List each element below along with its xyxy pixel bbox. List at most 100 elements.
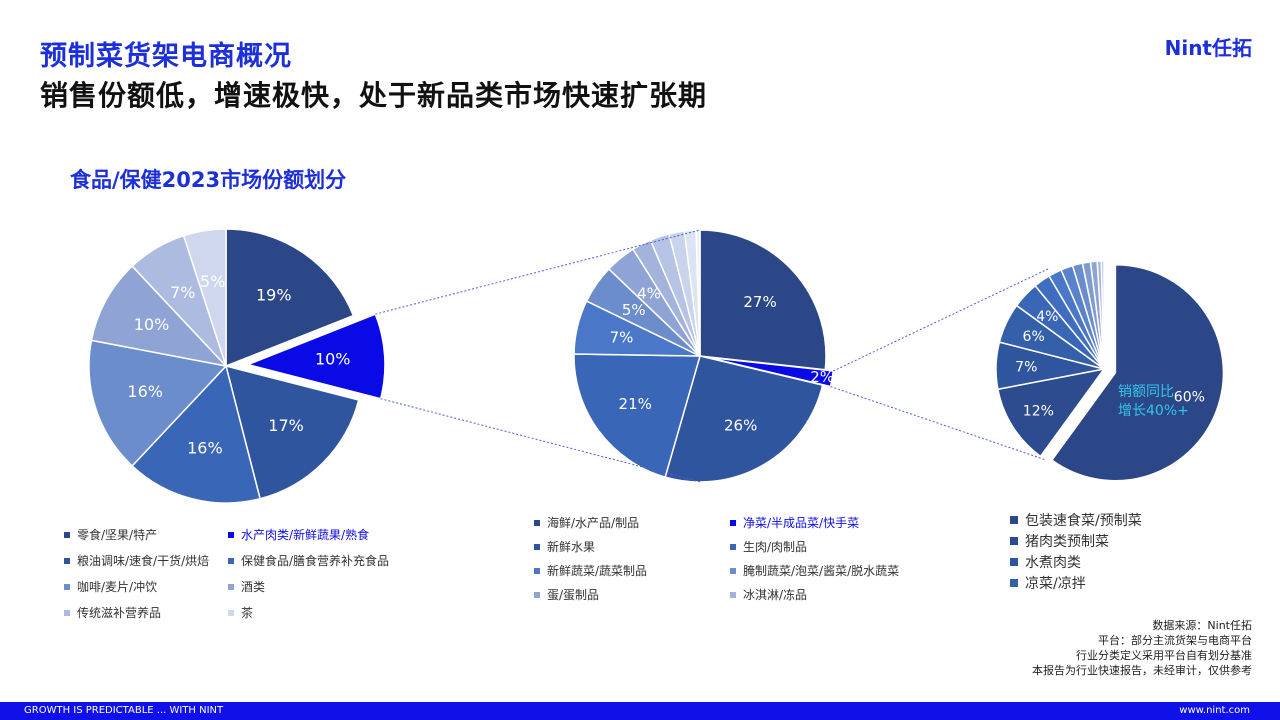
- slice-label: 4%: [1036, 309, 1058, 325]
- legend-label: 水煮肉类: [1025, 555, 1081, 571]
- slice-label: 10%: [315, 349, 351, 368]
- legend-label: 蛋/蛋制品: [547, 588, 600, 602]
- legend-label: 包装速食菜/预制菜: [1025, 513, 1142, 529]
- legend-swatch: [228, 609, 234, 616]
- slice-label: 10%: [134, 315, 170, 334]
- legend-label: 水产肉类/新鲜蔬果/熟食: [241, 528, 370, 542]
- slice-label: 17%: [268, 416, 304, 435]
- slice-label: 27%: [743, 293, 776, 311]
- pie-slice: [131, 364, 261, 504]
- connector-line: [380, 398, 701, 483]
- pie-slice: [699, 229, 827, 371]
- legend-label: 净菜/半成品菜/快手菜: [743, 516, 860, 530]
- slice-label: 7%: [1015, 360, 1037, 376]
- pie-slice: [997, 367, 1106, 458]
- legend-label: 酒类: [241, 580, 266, 594]
- legend-swatch: [64, 583, 70, 590]
- legend-swatch: [730, 519, 736, 526]
- pie-slice: [90, 265, 229, 368]
- legend-swatch: [1010, 558, 1018, 566]
- legend-item: 咖啡/麦片/冲饮: [64, 578, 157, 595]
- legend-label: 咖啡/麦片/冲饮: [77, 580, 158, 594]
- slice-label: 16%: [127, 382, 163, 401]
- pie-slice: [1050, 263, 1225, 482]
- legend-label: 海鲜/水产品/制品: [547, 516, 640, 530]
- legend-label: 凉菜/凉拌: [1025, 576, 1086, 592]
- legend-swatch: [1010, 579, 1018, 587]
- legend-item: 水产肉类/新鲜蔬果/熟食: [228, 526, 369, 543]
- legend-item: 保健食品/膳食营养补充食品: [228, 552, 389, 569]
- pie-slice: [224, 364, 360, 500]
- legend-swatch: [64, 557, 70, 564]
- legend-label: 保健食品/膳食营养补充食品: [241, 554, 390, 568]
- slice-label: 12%: [1023, 404, 1054, 420]
- slice-label: 21%: [619, 395, 652, 413]
- connector-line: [832, 267, 1051, 372]
- legend-label: 茶: [241, 606, 254, 620]
- legend-item: 生肉/肉制品: [730, 538, 807, 555]
- pie-slice: [88, 339, 228, 467]
- legend-swatch: [1010, 516, 1018, 524]
- legend-swatch: [228, 557, 234, 564]
- pie-slice: [1100, 260, 1105, 370]
- legend-item: 水煮肉类: [1010, 552, 1081, 572]
- legend-swatch: [64, 609, 70, 616]
- slice-label: 19%: [256, 286, 292, 305]
- legend-item: 猪肉类预制菜: [1010, 531, 1109, 551]
- legend-item: 腌制蔬菜/泡菜/酱菜/脱水蔬菜: [730, 562, 899, 579]
- slice-label: 7%: [610, 328, 634, 346]
- legend-item: 包装速食菜/预制菜: [1010, 510, 1142, 530]
- source-notes: 数据来源：Nint任拓 平台：部分主流货架与电商平台 行业分类定义采用平台自有划…: [1032, 618, 1252, 678]
- section-title: 食品/保健2023市场份额划分: [70, 168, 347, 192]
- slice-label: 60%: [1174, 390, 1205, 406]
- legend-item: 传统滋补营养品: [64, 604, 161, 621]
- pie-slice: [182, 228, 227, 367]
- legend-swatch: [1010, 537, 1018, 545]
- legend-label: 零食/坚果/特产: [77, 528, 158, 542]
- pie-chart-2: 27% 2% 26% 21% 7% 5%4%: [573, 229, 834, 483]
- slice-label: 5%: [200, 272, 225, 291]
- legend-swatch: [534, 543, 540, 550]
- page-subtitle: 销售份额低，增速极快，处于新品类市场快速扩张期: [40, 79, 708, 112]
- definition-line: 行业分类定义采用平台自有划分基准: [1076, 649, 1252, 662]
- legend-item: 粮油调味/速食/干货/烘焙: [64, 552, 209, 569]
- legend-label: 新鲜蔬菜/蔬菜制品: [547, 564, 648, 578]
- slice-label: 5%: [622, 301, 646, 319]
- legend-swatch: [534, 519, 540, 526]
- legend-item: 新鲜水果: [534, 538, 595, 555]
- legend-label: 新鲜水果: [547, 540, 596, 554]
- legend-swatch: [228, 531, 234, 538]
- legend-item: 蛋/蛋制品: [534, 586, 599, 603]
- footer-website[interactable]: www.nint.com: [1179, 705, 1250, 716]
- connector-line: [830, 386, 1047, 461]
- legend-swatch: [228, 583, 234, 590]
- legend-swatch: [534, 591, 540, 598]
- slice-label: 4%: [637, 285, 661, 303]
- page-title: 预制菜货架电商概况: [40, 41, 292, 72]
- pie-chart-1: 19%10%17%16%16%10%7%5%: [88, 228, 386, 504]
- legend-swatch: [730, 567, 736, 574]
- legend-item: 冰淇淋/冻品: [730, 586, 807, 603]
- footer-bar: GROWTH IS PREDICTABLE ... WITH NINT www.…: [0, 702, 1280, 720]
- legend-swatch: [534, 567, 540, 574]
- platform-line: 平台：部分主流货架与电商平台: [1098, 634, 1252, 647]
- legend-label: 冰淇淋/冻品: [743, 588, 808, 602]
- legend-swatch: [64, 531, 70, 538]
- legend-item: 净菜/半成品菜/快手菜: [730, 514, 859, 531]
- legend-item: 茶: [228, 604, 253, 621]
- legend-label: 生肉/肉制品: [743, 540, 808, 554]
- pie-slice: [225, 228, 355, 368]
- legend-item: 海鲜/水产品/制品: [534, 514, 639, 531]
- slice-label: 16%: [187, 438, 223, 457]
- slice-label: 26%: [724, 417, 757, 435]
- legend-item: 新鲜蔬菜/蔬菜制品: [534, 562, 647, 579]
- legend-item: 零食/坚果/特产: [64, 526, 157, 543]
- slice-label: 6%: [1023, 329, 1045, 345]
- legend-item: 酒类: [228, 578, 265, 595]
- pie-slice: [573, 353, 701, 479]
- disclaimer-line: 本报告为行业快速报告，未经审计，仅供参考: [1032, 664, 1252, 677]
- slice-label: 2%: [810, 368, 834, 386]
- legend-label: 传统滋补营养品: [77, 606, 162, 620]
